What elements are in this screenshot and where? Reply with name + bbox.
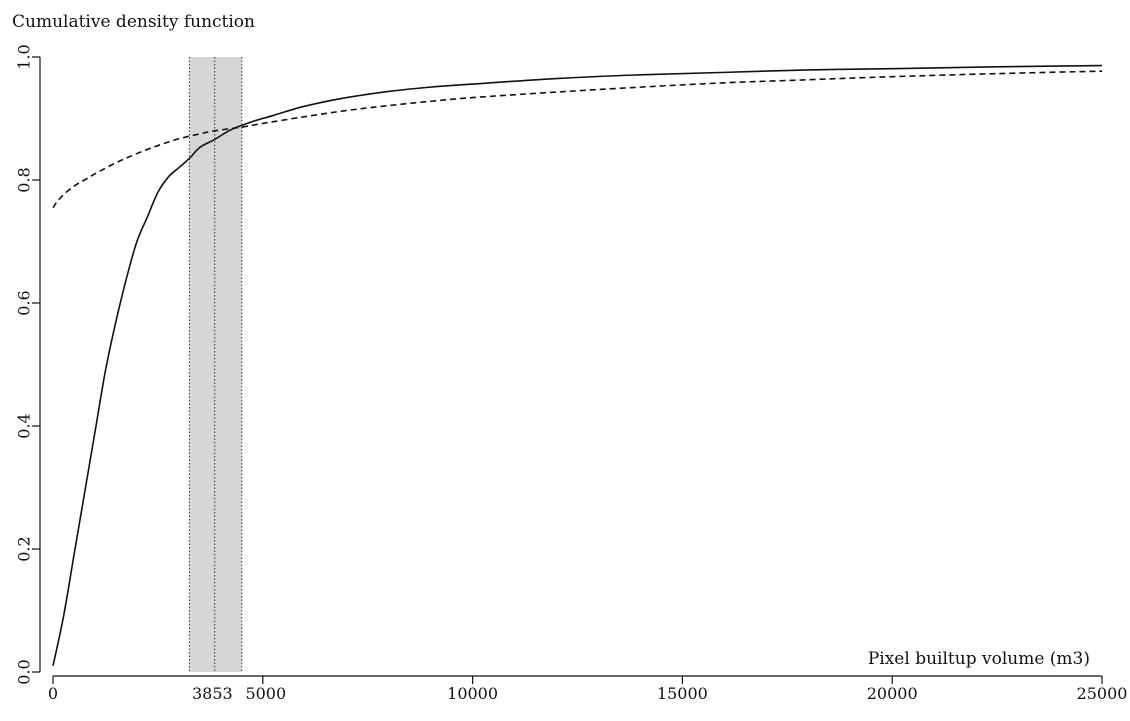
- y-axis-ticks: 0.0 0.2 0.4 0.6 0.8 1.0: [15, 44, 40, 685]
- x-tick-label: 20000: [867, 684, 918, 703]
- x-axis-ticks: 0 5000 10000 15000 20000 25000: [48, 676, 1128, 703]
- x-tick-label: 10000: [447, 684, 498, 703]
- y-tick-label: 0.8: [15, 167, 34, 192]
- highlight-band: [189, 57, 242, 672]
- x-tick-label: 0: [48, 684, 58, 703]
- y-tick-label: 1.0: [15, 44, 34, 69]
- reference-line-label: 3853: [192, 684, 233, 703]
- x-axis-label: Pixel builtup volume (m3): [868, 649, 1090, 669]
- series-line-solid: [52, 64, 1103, 667]
- x-tick-label: 5000: [245, 684, 286, 703]
- series-group: [52, 64, 1103, 667]
- axes: [39, 57, 1102, 677]
- y-tick-label: 0.4: [15, 413, 34, 438]
- x-tick-label: 25000: [1077, 684, 1128, 703]
- chart-title: Cumulative density function: [12, 12, 255, 32]
- x-tick-label: 15000: [657, 684, 708, 703]
- series-line-dashed: [52, 70, 1103, 209]
- y-tick-label: 0.0: [15, 659, 34, 684]
- y-tick-label: 0.2: [15, 536, 34, 561]
- highlight-band-group: [188, 57, 243, 672]
- y-tick-label: 0.6: [15, 290, 34, 315]
